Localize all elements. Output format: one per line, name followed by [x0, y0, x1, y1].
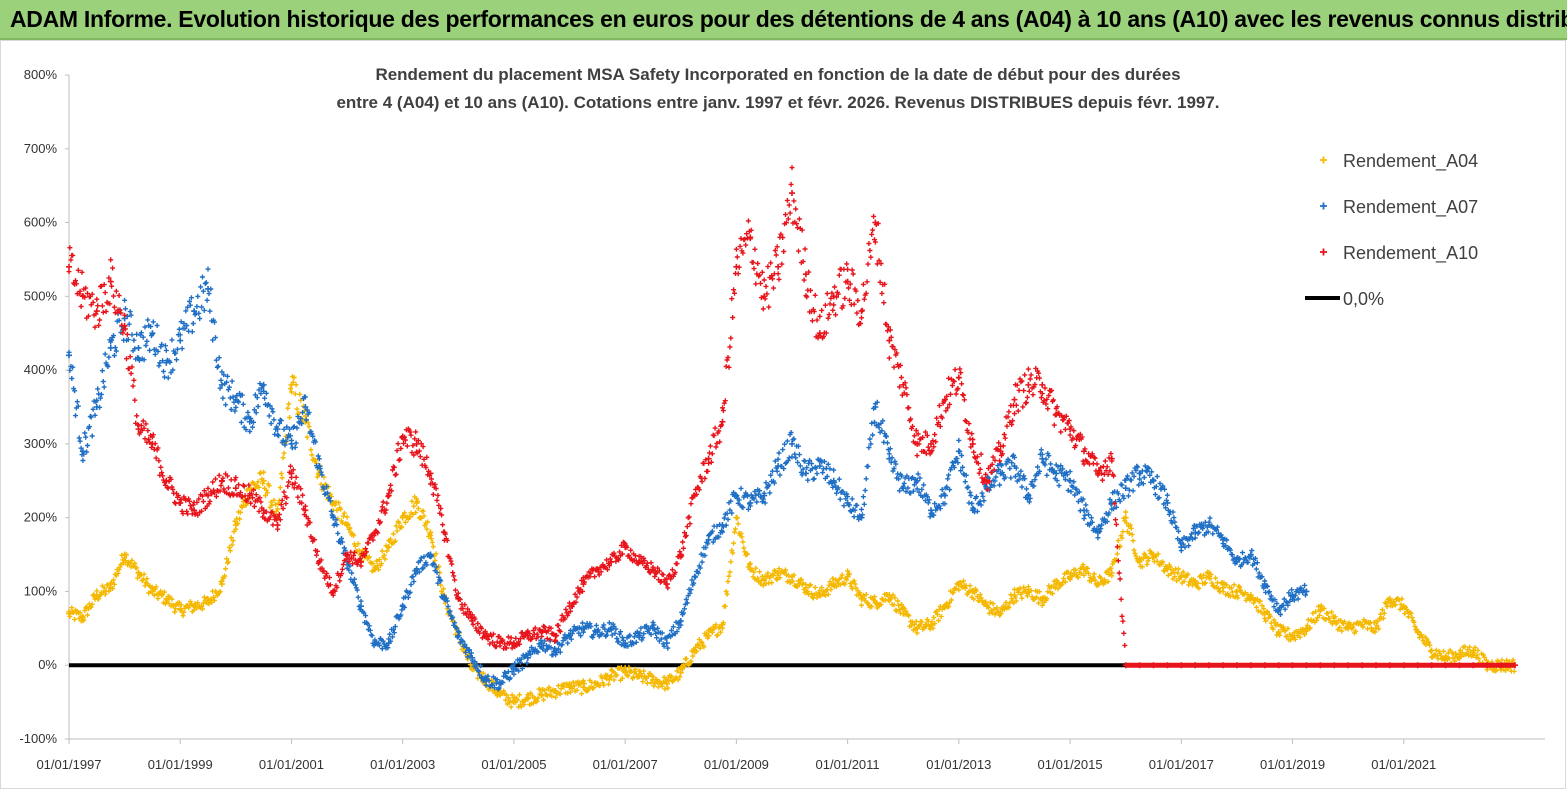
data-point [469, 617, 476, 624]
legend-plus-marker [1320, 156, 1327, 164]
data-point [93, 308, 100, 315]
x-tick-label: 01/01/2003 [370, 757, 435, 772]
data-point [928, 440, 935, 447]
data-point [816, 463, 823, 470]
x-tick-label: 01/01/2009 [704, 757, 769, 772]
chart-title-line2: entre 4 (A04) et 10 ans (A10). Cotations… [336, 93, 1219, 112]
x-tick-label: 01/01/2011 [816, 757, 880, 772]
data-point [677, 669, 684, 676]
data-point [1303, 588, 1310, 595]
header-banner: ADAM Informe. Evolution historique des p… [0, 0, 1567, 40]
data-point [177, 337, 184, 344]
x-tick-label: 01/01/2021 [1371, 757, 1436, 772]
data-point [789, 190, 795, 197]
data-point [1108, 499, 1115, 506]
legend-label: Rendement_A07 [1343, 197, 1478, 218]
legend-label: Rendement_A04 [1343, 151, 1478, 172]
y-tick-label: 600% [24, 215, 58, 230]
legend-box [1283, 132, 1501, 320]
data-point [232, 485, 239, 492]
data-point [802, 271, 809, 278]
legend-plus-marker [1320, 248, 1327, 256]
y-tick-label: 800% [24, 67, 58, 82]
data-point [858, 308, 865, 315]
data-point [886, 337, 893, 344]
data-point [191, 507, 198, 514]
y-tick-label: 300% [24, 436, 58, 451]
series-rendement_a10 [66, 165, 1518, 669]
y-tick-label: 400% [24, 362, 58, 377]
data-point [66, 263, 72, 270]
series-point-cloud [66, 266, 1308, 692]
data-point [705, 455, 712, 462]
series-point-cloud [66, 374, 1517, 710]
data-point [1122, 485, 1129, 492]
y-tick-label: 500% [24, 288, 58, 303]
x-tick-label: 01/01/2007 [593, 757, 658, 772]
legend-plus-marker [1320, 202, 1327, 210]
data-point [302, 404, 309, 410]
data-point [1428, 647, 1435, 654]
series-rendement_a04 [66, 374, 1518, 710]
data-point [107, 344, 114, 351]
data-point [260, 381, 267, 388]
data-point [719, 418, 726, 425]
data-point [135, 344, 142, 351]
x-tick-label: 01/01/1997 [36, 757, 101, 772]
chart-frame [0, 40, 1566, 789]
x-tick-label: 01/01/1999 [148, 757, 213, 772]
chart-title-line1: Rendement du placement MSA Safety Incorp… [375, 65, 1180, 84]
y-tick-label: 200% [24, 510, 58, 525]
data-point [1025, 381, 1032, 388]
x-tick-label: 01/01/2017 [1149, 757, 1214, 772]
x-tick-label: 01/01/2001 [259, 757, 324, 772]
data-point [1011, 396, 1018, 403]
data-point [413, 440, 420, 447]
data-point [663, 640, 670, 647]
x-tick-label: 01/01/2005 [481, 757, 546, 772]
data-point [218, 381, 225, 388]
data-point [663, 680, 670, 687]
data-point [789, 440, 795, 447]
data-point [1039, 381, 1046, 388]
x-tick-label: 01/01/2015 [1038, 757, 1103, 772]
y-tick-label: -100% [19, 731, 57, 746]
x-tick-label: 01/01/2013 [926, 757, 991, 772]
y-tick-label: 700% [24, 141, 58, 156]
y-tick-label: 0% [38, 657, 57, 672]
y-tick-label: 100% [24, 583, 58, 598]
series-point-cloud [66, 165, 1517, 668]
data-point [775, 263, 782, 270]
page-title: ADAM Informe. Evolution historique des p… [10, 6, 1567, 32]
legend-label: Rendement_A10 [1343, 243, 1478, 264]
x-tick-label: 01/01/2019 [1260, 757, 1325, 772]
data-point [886, 455, 893, 462]
series-rendement_a07 [66, 266, 1310, 692]
legend-label: 0,0% [1343, 289, 1384, 309]
data-point [107, 278, 114, 285]
